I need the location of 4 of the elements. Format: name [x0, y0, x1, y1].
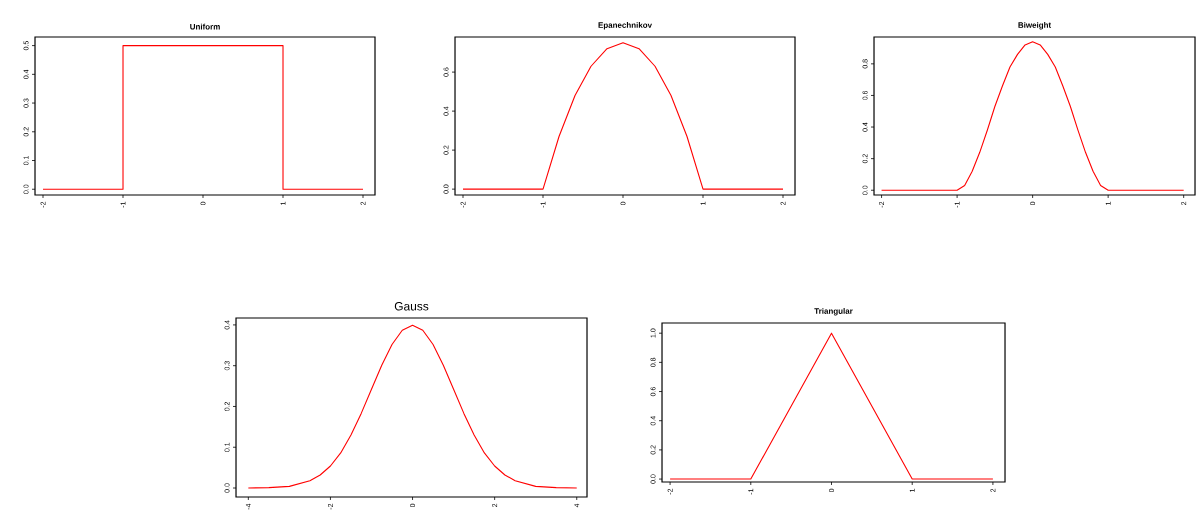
chart-title: Gauss — [394, 302, 429, 311]
line-series — [247, 324, 578, 489]
line-series — [881, 41, 1185, 191]
line-series — [462, 42, 784, 190]
